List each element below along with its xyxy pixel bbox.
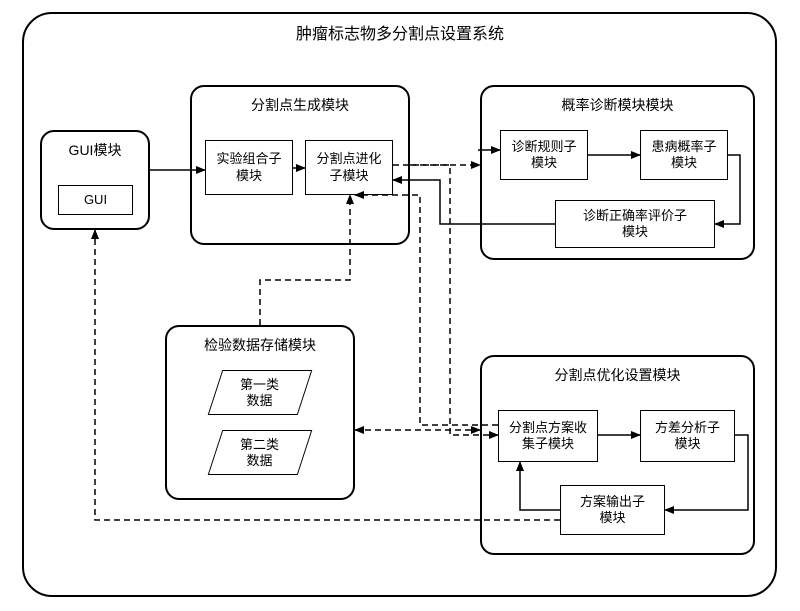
sub-diag-b: 患病概率子模块 <box>640 130 728 180</box>
sub-diag-c: 诊断正确率评价子模块 <box>555 200 715 248</box>
sub-diag-a: 诊断规则子模块 <box>500 130 588 180</box>
system-title: 肿瘤标志物多分割点设置系统 <box>296 20 504 44</box>
sub-gui: GUI <box>58 185 133 215</box>
module-store-title: 检验数据存储模块 <box>204 335 316 355</box>
sub-opt-a: 分割点方案收集子模块 <box>498 410 598 462</box>
sub-opt-b: 方差分析子模块 <box>640 410 735 462</box>
module-gui: GUI模块 <box>40 130 150 230</box>
sub-opt-c: 方案输出子模块 <box>560 485 665 535</box>
store-data-1: 第一类数据 <box>208 370 313 415</box>
module-diag-title: 概率诊断模块模块 <box>562 95 674 115</box>
module-opt-title: 分割点优化设置模块 <box>555 365 681 385</box>
module-gui-title: GUI模块 <box>69 140 122 160</box>
module-gen-title: 分割点生成模块 <box>251 95 349 115</box>
store-data-2: 第二类数据 <box>208 430 313 475</box>
sub-gen-b: 分割点进化子模块 <box>305 140 393 195</box>
sub-gen-a: 实验组合子模块 <box>205 140 293 195</box>
